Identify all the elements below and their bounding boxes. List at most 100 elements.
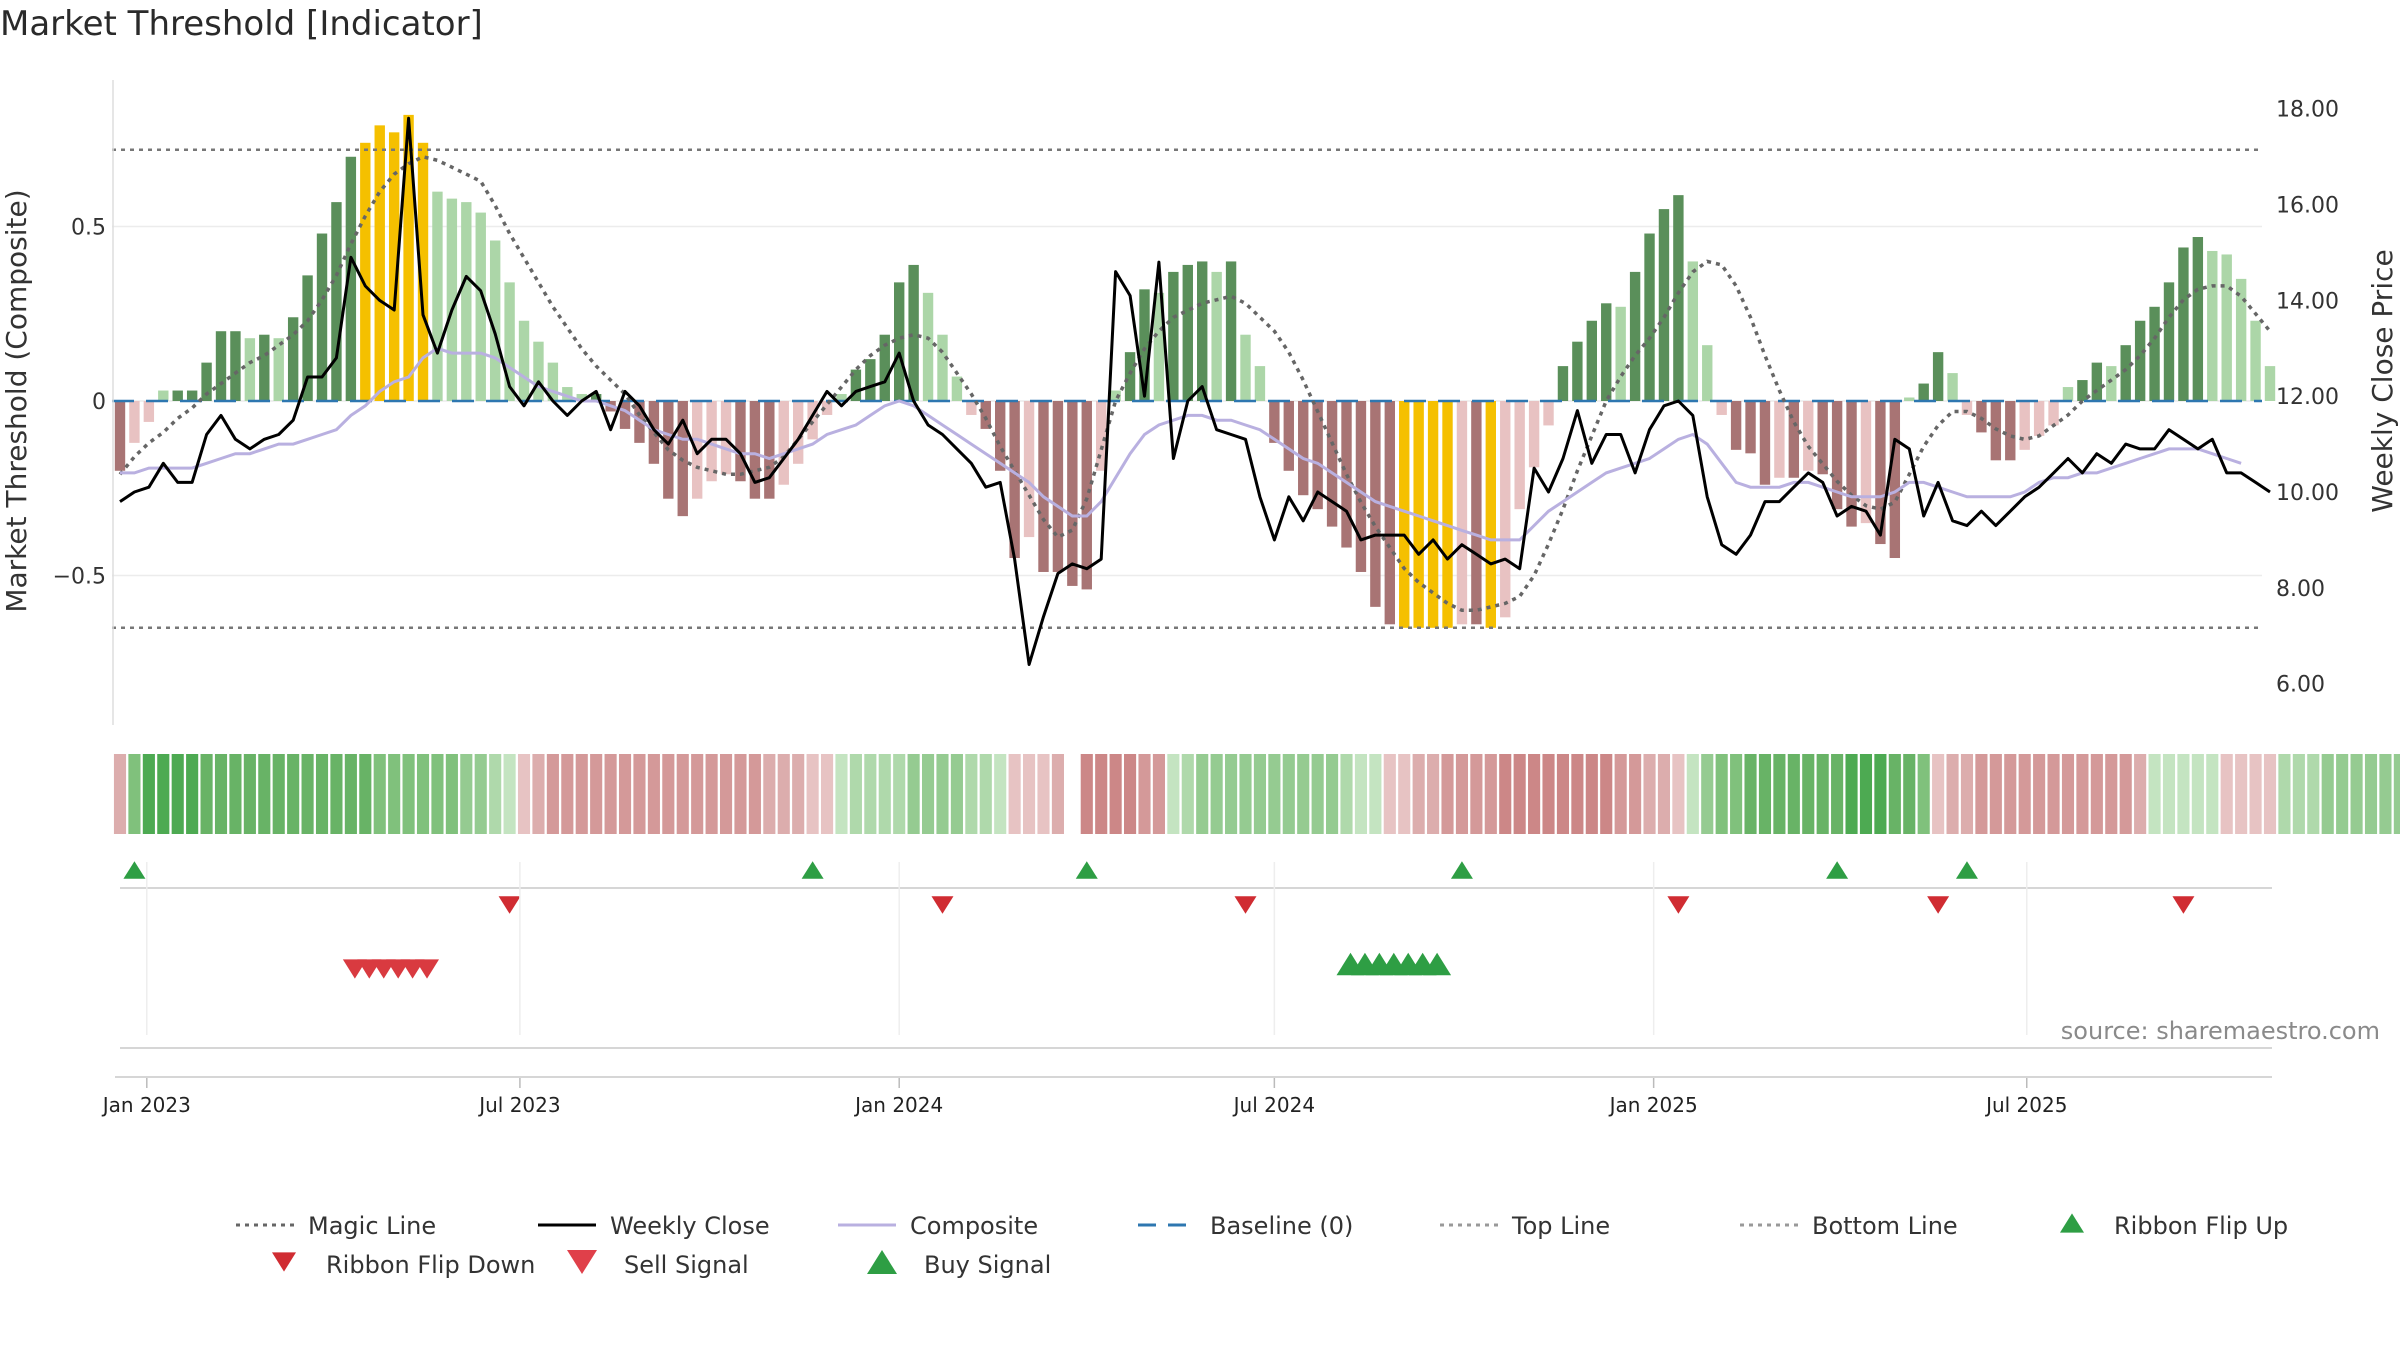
composite-bar [1298, 401, 1309, 496]
legend-item: Weekly Close [538, 1212, 770, 1240]
sell-signal-marker [415, 959, 440, 979]
composite-bar [1658, 209, 1670, 401]
ribbon-cell [1614, 754, 1627, 834]
ribbon-cell [503, 754, 516, 834]
composite-bar [966, 401, 977, 415]
composite-bar [1644, 233, 1655, 401]
composite-bar [374, 125, 385, 401]
composite-bar [1096, 401, 1107, 471]
composite-bar [980, 401, 991, 429]
ribbon-cell [373, 754, 386, 834]
ribbon-cell [1600, 754, 1613, 834]
composite-bar [2250, 320, 2261, 401]
ribbon-cell [330, 754, 343, 834]
ribbon-cell [676, 754, 689, 834]
composite-bar [1860, 401, 1872, 524]
ribbon-cell [965, 754, 978, 834]
chart-title: Market Threshold [Indicator] [0, 4, 483, 44]
ribbon-cell [1253, 754, 1266, 834]
ribbon-cell [1816, 754, 1829, 834]
composite-bar [1110, 390, 1121, 401]
composite-bar [1601, 303, 1612, 401]
ribbon-cell [2235, 754, 2248, 834]
ribbon-cell [2134, 754, 2147, 834]
composite-bar [143, 401, 155, 422]
composite-bar [186, 390, 198, 401]
ribbon-cell [445, 754, 458, 834]
composite-bar [2120, 345, 2131, 401]
composite-bar [576, 394, 587, 401]
ribbon-cell [1715, 754, 1728, 834]
composite-bar [1081, 401, 1092, 590]
composite-bar [2134, 320, 2146, 401]
legend-item: Baseline (0) [1138, 1212, 1353, 1240]
ribbon-cell [979, 754, 992, 834]
ribbon-cell [1932, 754, 1945, 834]
composite-bar [1254, 366, 1266, 401]
ribbon-cell [1773, 754, 1786, 834]
composite-bar [2033, 401, 2045, 436]
composite-bar [504, 282, 515, 401]
ribbon-cell [1484, 754, 1497, 834]
composite-bar [1615, 306, 1626, 401]
ribbon-cell [2278, 754, 2291, 834]
legend-label: Magic Line [308, 1212, 436, 1240]
composite-bar [1702, 345, 1713, 401]
ribbon-cell [792, 754, 805, 834]
legend-swatch [2060, 1213, 2084, 1233]
legend-item: Bottom Line [1740, 1212, 1958, 1240]
ribbon-cell [1917, 754, 1930, 834]
composite-bar [1904, 397, 1915, 401]
ribbon-cell [1845, 754, 1858, 834]
ribbon-cell [2292, 754, 2305, 834]
ribbon-cell [1657, 754, 1671, 834]
ribbon-cell [1167, 754, 1180, 834]
ribbon-cell [1513, 754, 1526, 834]
legend-label: Baseline (0) [1210, 1212, 1353, 1240]
ribbon-cell [2336, 754, 2349, 834]
composite-bar [1730, 401, 1742, 450]
buy-signal-marker [1423, 952, 1452, 976]
composite-bar [1961, 401, 1973, 415]
composite-bar [1124, 352, 1136, 401]
ribbon-cell [734, 754, 747, 834]
ribbon-cell [1412, 754, 1425, 834]
ribbon-cell [1311, 754, 1324, 834]
composite-bar [1716, 401, 1727, 415]
ribbon-cell [2249, 754, 2262, 834]
ribbon-cell [2364, 754, 2378, 834]
ribbon-cell [388, 754, 401, 834]
composite-bar [1139, 289, 1150, 401]
composite-bar [995, 401, 1006, 471]
ribbon-cell [2004, 754, 2017, 834]
ribbon-cell [214, 754, 228, 834]
composite-bar [1687, 261, 1699, 401]
composite-bar [778, 401, 789, 485]
composite-bar [403, 114, 414, 402]
composite-bar [1543, 401, 1554, 426]
ribbon-cell [1946, 754, 1959, 834]
right-tick-label: 16.00 [2276, 194, 2339, 219]
composite-bar [2048, 401, 2059, 426]
date-tick-label: Jul 2025 [1984, 1093, 2067, 1117]
ribbon-cell [243, 754, 256, 834]
ribbon-cell [1037, 754, 1050, 834]
ribbon-cell [2177, 754, 2190, 834]
composite-bar [273, 338, 284, 401]
composite-bar [1485, 401, 1496, 628]
ribbon-cell [2162, 754, 2176, 834]
composite-bar [2077, 380, 2088, 401]
date-axis: Jan 2023 Jul 2023 Jan 2024 Jul 2024 Jan 2025… [101, 862, 2272, 1117]
composite-bar [922, 292, 934, 401]
ribbon-cell [748, 754, 761, 834]
ribbon-cell [806, 754, 819, 834]
ribbon-cell [2350, 754, 2363, 834]
ribbon-cell [2321, 754, 2334, 834]
ribbon-cell [2105, 754, 2118, 834]
composite-bar [648, 401, 660, 464]
composite-bar [1846, 401, 1857, 527]
left-tick-label: −0.5 [53, 564, 106, 589]
ribbon-cell [359, 754, 372, 834]
ribbon-cell [1874, 754, 1887, 834]
ribbon-cell [1138, 754, 1151, 834]
